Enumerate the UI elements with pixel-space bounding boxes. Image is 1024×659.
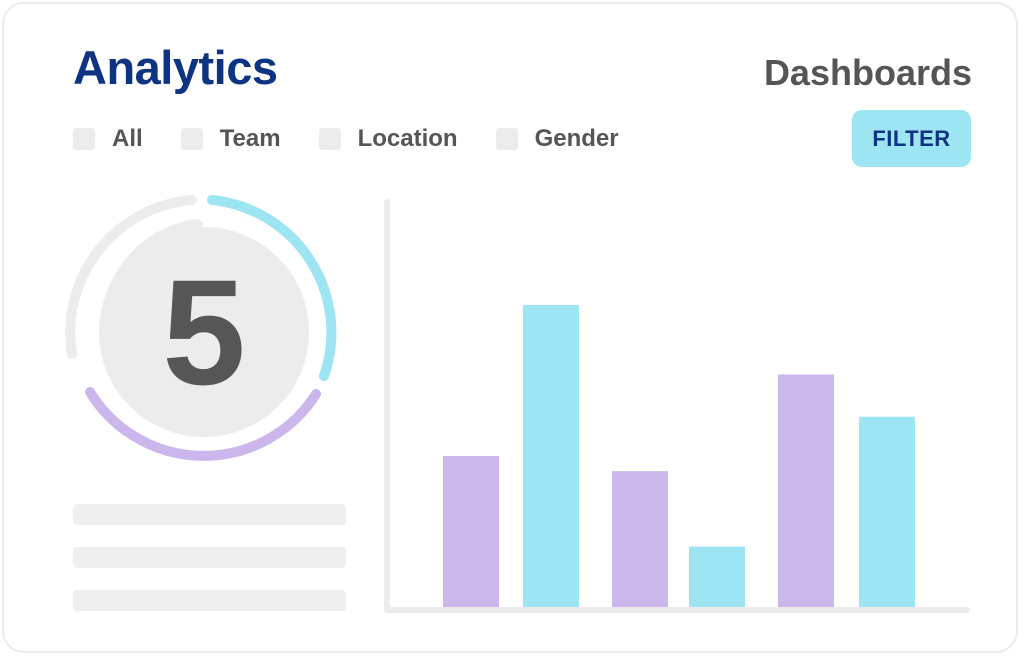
filter-label-all: All (112, 125, 143, 152)
placeholder-line (73, 547, 346, 568)
filter-option-location[interactable]: Location (318, 125, 458, 153)
filter-option-team[interactable]: Team (180, 125, 281, 153)
filter-label-gender: Gender (534, 125, 619, 152)
gauge-arc-purple (85, 387, 321, 461)
gauge-disc (99, 227, 309, 437)
filter-label-team: Team (219, 125, 281, 152)
filter-option-all[interactable]: All (73, 125, 143, 153)
filter-label-location: Location (357, 125, 458, 152)
page-title: Analytics (73, 41, 278, 94)
filter-options: All Team Location Gender (73, 124, 657, 154)
checkbox[interactable] (73, 128, 95, 150)
gauge-ring (65, 195, 337, 461)
gauge-arc-cyan (207, 195, 337, 381)
checkbox[interactable] (495, 128, 518, 150)
placeholder-line (73, 504, 346, 525)
page-subtitle: Dashboards (763, 52, 972, 93)
filter-option-gender[interactable]: Gender (495, 125, 619, 153)
checkbox[interactable] (318, 128, 341, 150)
placeholder-line (73, 590, 346, 611)
filter-button[interactable]: FILTER (852, 110, 971, 167)
gauge-value: 5 (162, 248, 246, 416)
gauge-outer-track (65, 195, 197, 359)
checkbox[interactable] (180, 128, 203, 150)
